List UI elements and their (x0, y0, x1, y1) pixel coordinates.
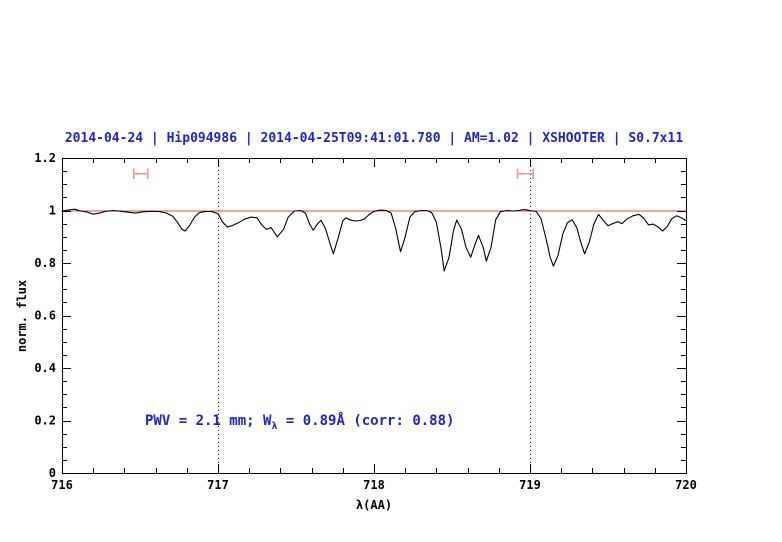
plot-title: 2014-04-24 | Hip094986 | 2014-04-25T09:4… (64, 131, 684, 146)
pwv-annotation-sub: λ (271, 420, 278, 432)
pwv-annotation-pre: PWV = 2.1 mm; W (145, 413, 272, 429)
pwv-annotation-post: = 0.89Å (corr: 0.88) (277, 413, 455, 429)
x-tick-label: 718 (363, 478, 385, 492)
spectrum-curve (61, 208, 687, 272)
x-tick-label: 717 (207, 478, 229, 492)
x-tick-label: 720 (675, 478, 697, 492)
y-tick-label: 1.2 (34, 151, 56, 165)
y-tick-label: 0 (49, 466, 56, 480)
x-axis-label: λ(AA) (355, 498, 393, 512)
x-tick-label: 716 (51, 478, 73, 492)
y-tick-label: 0.2 (34, 414, 56, 428)
y-tick-label: 0.4 (34, 361, 56, 375)
y-axis-label: norm. flux (15, 279, 29, 353)
x-tick-label: 719 (519, 478, 541, 492)
y-tick-label: 0.6 (34, 309, 56, 323)
y-tick-label: 1 (49, 204, 56, 218)
y-tick-label: 0.8 (34, 256, 56, 270)
pwv-annotation: PWV = 2.1 mm; Wλ = 0.89Å (corr: 0.88) (145, 413, 454, 432)
